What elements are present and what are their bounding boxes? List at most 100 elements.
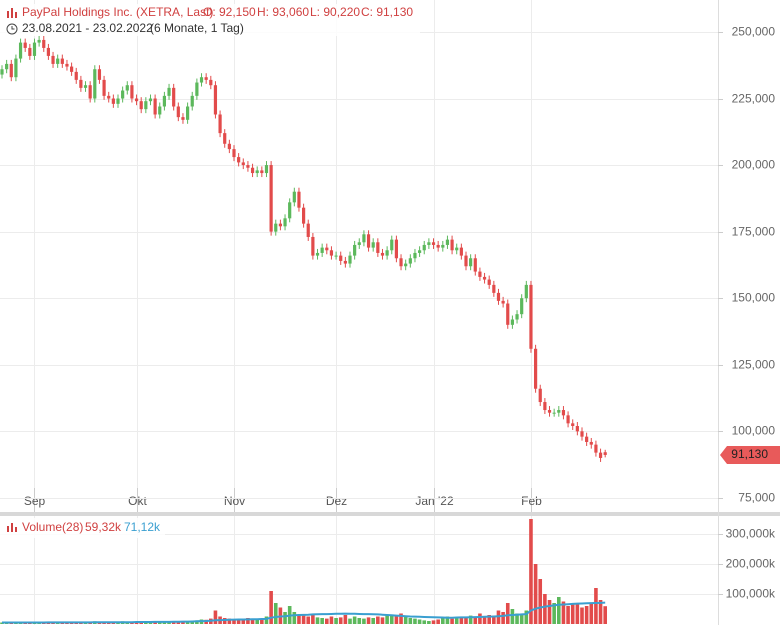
volume-bar	[134, 622, 139, 624]
volume-bar	[292, 612, 297, 624]
x-tick-label: Nov	[224, 494, 245, 508]
clock-icon	[6, 23, 18, 35]
candle-body	[538, 388, 542, 403]
candle-body	[366, 234, 371, 248]
candle-body	[56, 58, 60, 64]
volume-bar	[55, 622, 60, 624]
y-tick-label: 200,000	[732, 158, 776, 172]
candle-body	[547, 410, 552, 413]
y-tick-label: 150,000	[732, 291, 776, 305]
candle-body	[46, 47, 50, 56]
candle-body	[353, 244, 357, 256]
candle-body	[246, 165, 250, 168]
volume-bar	[445, 616, 450, 624]
panel-separator	[0, 512, 780, 516]
candle-body	[436, 244, 440, 248]
candle-body	[566, 415, 570, 424]
date-range: 23.08.2021 - 23.02.2022	[22, 21, 153, 35]
candle-body	[0, 69, 4, 75]
candle-body	[79, 79, 83, 88]
candle-body	[162, 95, 166, 107]
candle-body	[496, 292, 501, 301]
candle-body	[18, 42, 23, 59]
candle-body	[199, 77, 204, 83]
volume-bar	[106, 622, 111, 624]
candle-body	[121, 90, 125, 99]
x-tick-label: Jan '22	[415, 494, 454, 508]
candle-body	[241, 162, 245, 166]
volume-ma-line	[2, 601, 606, 624]
volume-bar	[473, 617, 478, 624]
volume-bar	[524, 610, 529, 624]
volume-bar	[561, 601, 566, 624]
volume-bar	[301, 615, 306, 624]
candle-body	[14, 58, 18, 78]
volume-header: Volume(28) 59,32k 71,12k	[0, 518, 165, 538]
chart-title: PayPal Holdings Inc. (XETRA, Last)	[22, 5, 213, 19]
candle-body	[380, 252, 385, 256]
last-price-tag	[720, 445, 780, 464]
candle-body	[204, 77, 208, 80]
volume-bar	[589, 603, 594, 624]
ohlc-high: H: 93,060	[257, 5, 309, 19]
volume-bar	[357, 618, 362, 624]
candle-body	[9, 63, 13, 78]
candle-body	[441, 244, 445, 248]
icon-bar	[7, 526, 9, 532]
candle-body	[329, 250, 334, 256]
volume-bar	[273, 603, 278, 624]
volume-bar	[557, 597, 561, 624]
candle-body	[278, 223, 282, 227]
volume-bar	[315, 617, 320, 624]
candle-body	[28, 47, 32, 56]
candle-body	[311, 236, 315, 256]
volume-bar	[552, 603, 556, 624]
volume-bar	[185, 621, 190, 624]
candle-body	[32, 42, 37, 56]
y-tick-label: 300,000k	[726, 527, 776, 541]
candle-body	[88, 85, 92, 99]
volume-last-label: 59,32k	[85, 520, 122, 534]
candle-body	[325, 247, 329, 251]
candle-body	[422, 244, 426, 251]
candle-body	[306, 223, 310, 237]
x-tick-label: Feb	[521, 494, 542, 508]
volume-bar	[598, 600, 603, 624]
candle-body	[561, 410, 566, 416]
volume-bar	[543, 594, 547, 624]
candle-body	[418, 250, 422, 253]
volume-bar	[311, 613, 315, 624]
candle-body	[167, 87, 171, 96]
volume-bar	[338, 617, 343, 624]
candle-body	[427, 242, 431, 245]
candle-body	[492, 284, 496, 293]
candle-body	[571, 423, 575, 427]
volume-bar	[603, 606, 607, 624]
candle-body	[37, 39, 41, 43]
candle-body	[218, 114, 222, 134]
volume-bar	[171, 621, 176, 624]
volume-bar	[352, 616, 357, 624]
volume-bar	[23, 623, 27, 624]
icon-bar	[15, 527, 17, 532]
volume-bar	[399, 613, 403, 624]
candle-body	[250, 167, 255, 174]
candle-body	[487, 279, 491, 285]
candle-body	[288, 202, 292, 219]
candle-body	[130, 85, 134, 99]
volume-bar	[413, 618, 417, 624]
volume-bar	[505, 603, 510, 624]
candle-body	[524, 284, 528, 299]
volume-bar	[566, 606, 570, 624]
candle-body	[357, 242, 361, 245]
volume-bar	[232, 619, 236, 624]
candle-body	[585, 436, 589, 442]
candle-body	[51, 55, 55, 64]
candle-body	[404, 263, 408, 267]
candle-body	[455, 247, 459, 251]
candle-body	[213, 85, 218, 115]
volume-bar	[454, 617, 459, 624]
volume-bar	[538, 579, 543, 624]
candle-body	[469, 258, 473, 267]
